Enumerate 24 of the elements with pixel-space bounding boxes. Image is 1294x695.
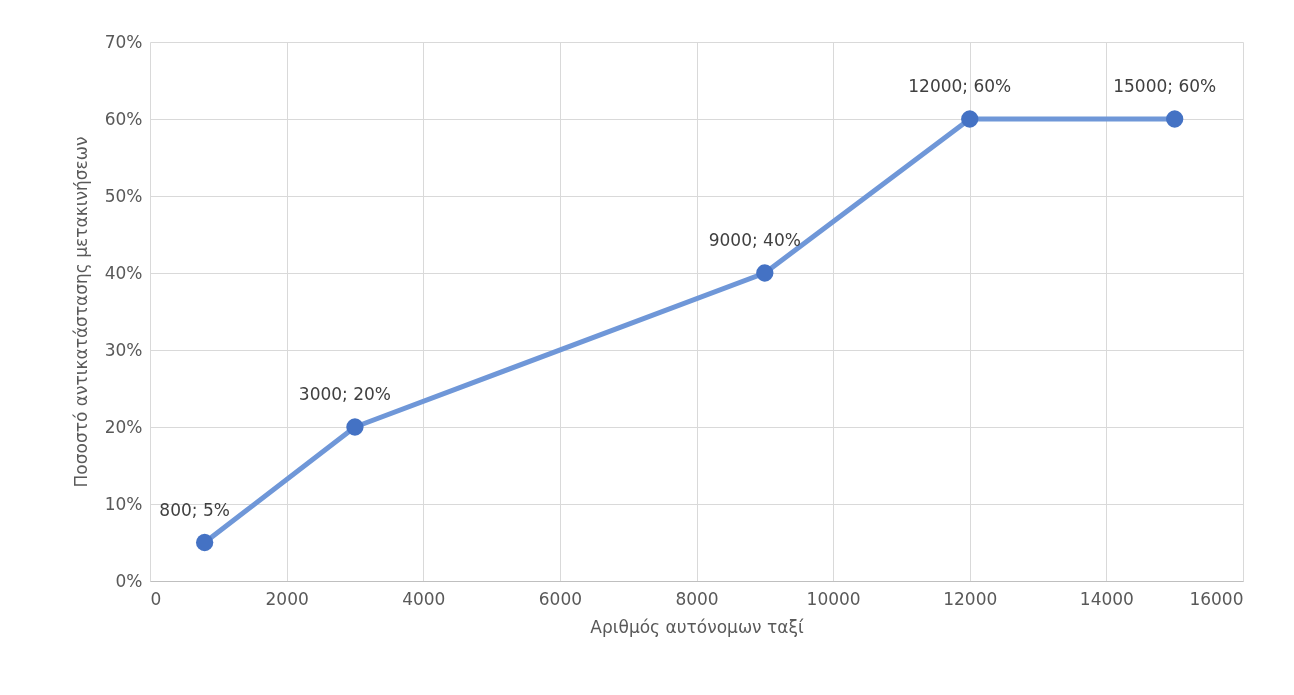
data-label: 12000; 60% — [908, 76, 1012, 96]
y-axis-title: Ποσοστό αντικατάστασης μετακινήσεων — [70, 136, 91, 488]
y-tick-label: 20% — [104, 416, 143, 437]
y-tick-label: 70% — [104, 31, 143, 52]
x-tick-label: 0 — [150, 588, 162, 609]
x-tick-label: 14000 — [1079, 588, 1134, 609]
x-tick-label: 10000 — [806, 588, 861, 609]
data-label: 3000; 20% — [298, 384, 392, 404]
x-tick-label: 16000 — [1189, 588, 1244, 609]
x-tick-label: 2000 — [265, 588, 309, 609]
x-tick-label: 12000 — [943, 588, 998, 609]
y-tick-label: 10% — [104, 493, 143, 514]
x-tick-label: 4000 — [402, 588, 446, 609]
y-tick-label: 50% — [104, 185, 143, 206]
y-tick-label: 0% — [115, 570, 143, 591]
x-tick-label: 6000 — [538, 588, 583, 609]
x-tick-label: 8000 — [675, 588, 719, 609]
data-label: 9000; 40% — [708, 230, 801, 250]
data-label: 15000; 60% — [1113, 76, 1217, 96]
data-label: 800; 5% — [159, 499, 230, 520]
y-tick-label: 30% — [104, 339, 143, 360]
y-tick-label: 40% — [104, 262, 143, 283]
x-axis-title: Αριθμός αυτόνομων ταξί — [590, 616, 804, 637]
y-tick-label: 60% — [104, 108, 143, 129]
